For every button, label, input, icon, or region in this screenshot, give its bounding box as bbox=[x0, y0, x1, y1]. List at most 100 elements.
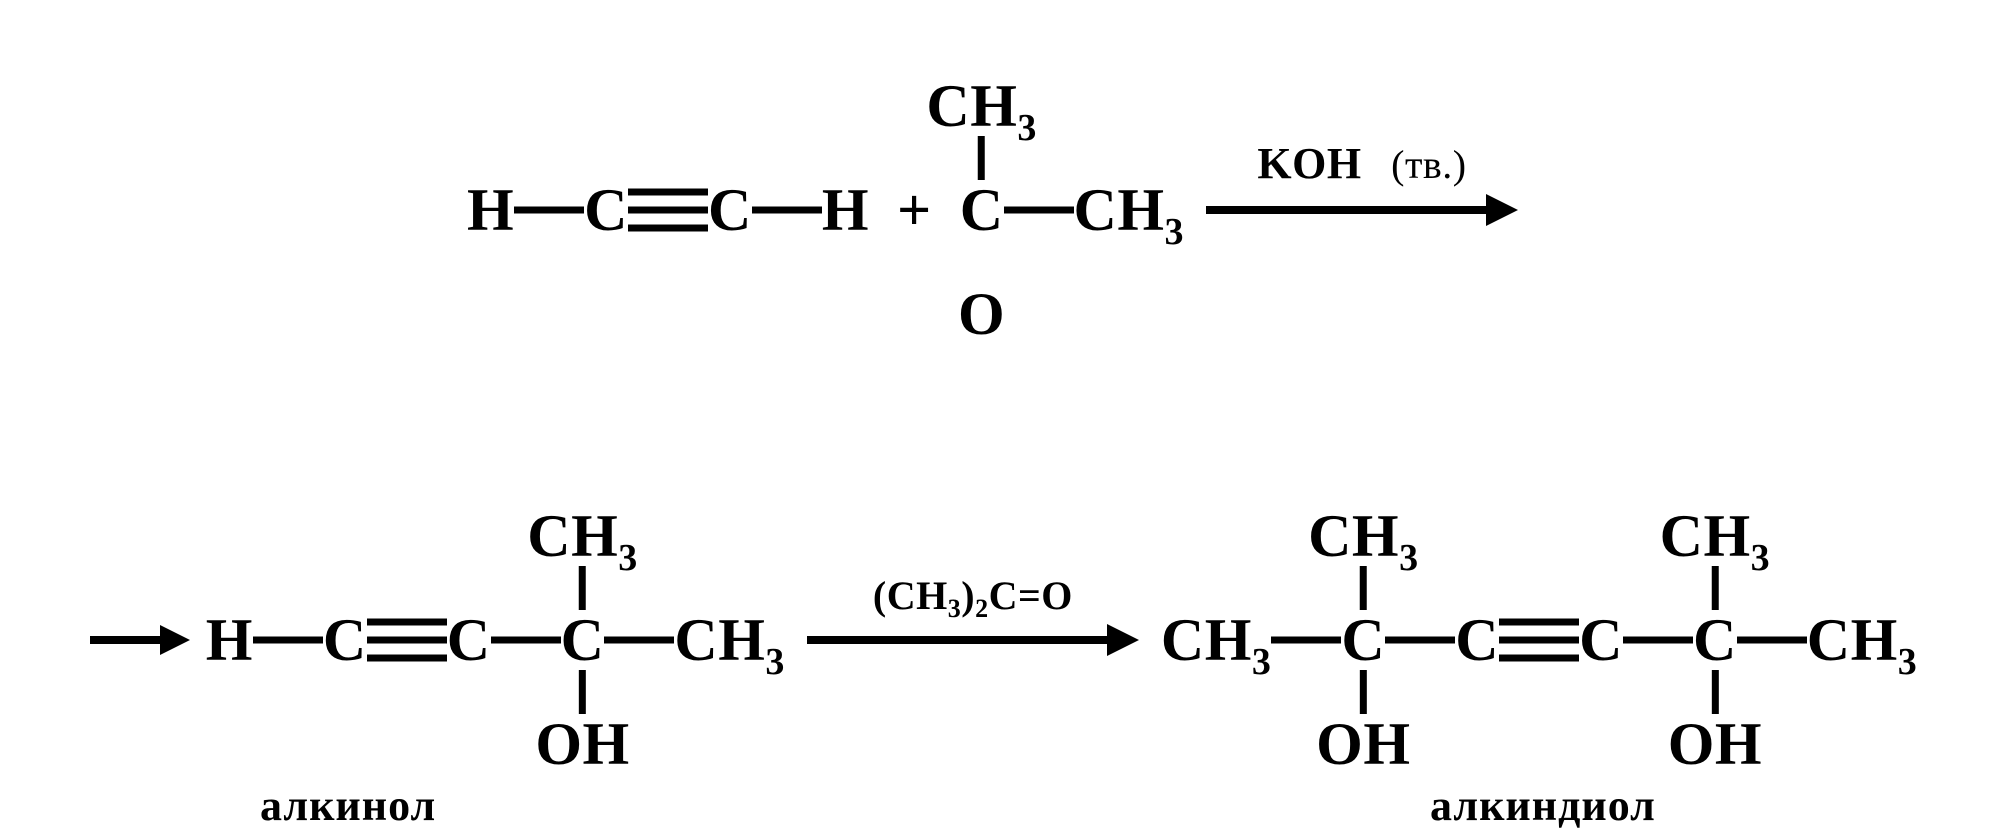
alkynol-right-CH3-text: CH bbox=[674, 607, 765, 673]
diol-right-CH3-sub: 3 bbox=[1898, 641, 1918, 683]
arrow1-shaft bbox=[1206, 206, 1486, 214]
acetone-center: CH3 C O bbox=[960, 180, 1004, 240]
diol-c1-top: CH3 bbox=[1308, 506, 1419, 610]
bond-vertical-single bbox=[1359, 566, 1367, 610]
alkynol-top-CH3-sub: 3 bbox=[618, 537, 638, 579]
acetone-top: CH3 bbox=[926, 76, 1037, 180]
diol-C4: C bbox=[1693, 610, 1737, 670]
diol-c4-bottom: OH bbox=[1668, 670, 1762, 774]
bond-triple bbox=[628, 180, 708, 240]
bond-single bbox=[752, 180, 822, 240]
diol-c4-top: CH3 bbox=[1660, 506, 1771, 610]
alkynol-top: CH3 bbox=[527, 506, 638, 610]
acetylene-C-left: C bbox=[584, 180, 628, 240]
bond-vertical-single bbox=[578, 670, 586, 714]
alkynol-OH: OH bbox=[535, 714, 629, 774]
diol-left-CH3-text: CH bbox=[1161, 607, 1252, 673]
acetone-right-CH3-text: CH bbox=[1074, 177, 1165, 243]
acetone-right-CH3-sub: 3 bbox=[1165, 211, 1185, 253]
bond-single bbox=[514, 180, 584, 240]
bond-triple bbox=[1499, 610, 1579, 670]
arrow2-label-sub1: 3 bbox=[948, 594, 962, 623]
reaction-arrow-1: KOH (тв.) bbox=[1206, 180, 1518, 240]
bond-vertical-single bbox=[1711, 566, 1719, 610]
alkynol-top-CH3-text: CH bbox=[527, 503, 618, 569]
alkynol-center-C: C bbox=[561, 610, 605, 670]
continuation-arrow bbox=[90, 625, 190, 655]
diol-C2: C bbox=[1455, 610, 1499, 670]
bond-triple bbox=[367, 610, 447, 670]
diol-c4-CH3-text: CH bbox=[1660, 503, 1751, 569]
bond-single bbox=[491, 610, 561, 670]
acetone-O: O bbox=[958, 284, 1005, 344]
diol-c1-CH3-sub: 3 bbox=[1399, 537, 1419, 579]
bond-vertical-double bbox=[978, 240, 986, 284]
reaction-row-2: H C C CH3 C OH CH3 bbox=[0, 540, 2007, 740]
arrow1-label: KOH (тв.) bbox=[1257, 142, 1466, 186]
arrow2-label-p2: ) bbox=[961, 573, 975, 618]
acetone-bottom: O bbox=[958, 240, 1005, 344]
plus-sign: + bbox=[897, 180, 932, 240]
acetone-top-CH3-text: CH bbox=[926, 73, 1017, 139]
diol-c1: CH3 C OH bbox=[1341, 610, 1385, 670]
arrow2-label-p1: (CH bbox=[873, 573, 948, 618]
diol-c1-OH: OH bbox=[1316, 714, 1410, 774]
diol-left-CH3: CH3 bbox=[1161, 610, 1272, 670]
caption-alkyndiol: алкиндиол bbox=[1430, 780, 1656, 831]
bond-single bbox=[253, 610, 323, 670]
lead-arrow-shaft bbox=[90, 636, 160, 644]
diol-right-CH3: CH3 bbox=[1807, 610, 1918, 670]
arrow2-label-p3: C=O bbox=[989, 573, 1073, 618]
diol-c4-CH3: CH3 bbox=[1660, 506, 1771, 566]
acetone-C: C bbox=[960, 180, 1004, 240]
bond-single bbox=[1737, 610, 1807, 670]
caption-alkynol: алкинол bbox=[260, 780, 436, 831]
alkynol-top-CH3: CH3 bbox=[527, 506, 638, 566]
arrow2-shaft bbox=[807, 636, 1107, 644]
arrowhead-icon bbox=[160, 625, 190, 655]
acetylene-H-left: H bbox=[467, 180, 514, 240]
diol-right-CH3-text: CH bbox=[1807, 607, 1898, 673]
bond-vertical-single bbox=[978, 136, 986, 180]
arrowhead-icon bbox=[1486, 194, 1518, 226]
alkynol-right-CH3: CH3 bbox=[674, 610, 785, 670]
bond-single bbox=[1271, 610, 1341, 670]
bond-single bbox=[1385, 610, 1455, 670]
bond-single bbox=[1623, 610, 1693, 670]
alkynol-right-CH3-sub: 3 bbox=[765, 641, 785, 683]
bond-vertical-single bbox=[1359, 670, 1367, 714]
alkynol-C-sp1: C bbox=[323, 610, 367, 670]
acetylene-C-right: C bbox=[708, 180, 752, 240]
arrow1-label-paren: (тв.) bbox=[1391, 142, 1467, 187]
row2-content: H C C CH3 C OH CH3 bbox=[90, 610, 1918, 670]
alkynol-bottom: OH bbox=[535, 670, 629, 774]
diol-C1: C bbox=[1341, 610, 1385, 670]
arrow2-label-sub2: 2 bbox=[975, 594, 989, 623]
diol-left-CH3-sub: 3 bbox=[1252, 641, 1272, 683]
reaction-scheme: H C C H + CH3 C O CH3 bbox=[0, 0, 2007, 837]
arrow1-label-main: KOH bbox=[1257, 139, 1361, 188]
arrowhead-icon bbox=[1107, 624, 1139, 656]
bond-single bbox=[1004, 180, 1074, 240]
diol-c4-CH3-sub: 3 bbox=[1751, 537, 1771, 579]
reaction-row-1: H C C H + CH3 C O CH3 bbox=[0, 110, 2007, 310]
captions-row: алкинол алкиндиол bbox=[0, 780, 2007, 830]
bond-single bbox=[604, 610, 674, 670]
diol-c1-CH3: CH3 bbox=[1308, 506, 1419, 566]
alkynol-C-sp2: C bbox=[447, 610, 491, 670]
arrow2-label: (CH3)2C=O bbox=[873, 576, 1073, 616]
acetone-top-CH3: CH3 bbox=[926, 76, 1037, 136]
alkynol-center: CH3 C OH bbox=[561, 610, 605, 670]
row1-content: H C C H + CH3 C O CH3 bbox=[467, 180, 1540, 240]
diol-c1-CH3-text: CH bbox=[1308, 503, 1399, 569]
diol-c4: CH3 C OH bbox=[1693, 610, 1737, 670]
acetone-top-CH3-sub: 3 bbox=[1017, 107, 1037, 149]
diol-c4-OH: OH bbox=[1668, 714, 1762, 774]
bond-vertical-single bbox=[1711, 670, 1719, 714]
bond-vertical-single bbox=[578, 566, 586, 610]
alkynol-H: H bbox=[206, 610, 253, 670]
acetylene-H-right: H bbox=[822, 180, 869, 240]
reaction-arrow-2: (CH3)2C=O bbox=[807, 610, 1139, 670]
diol-C3: C bbox=[1579, 610, 1623, 670]
diol-c1-bottom: OH bbox=[1316, 670, 1410, 774]
